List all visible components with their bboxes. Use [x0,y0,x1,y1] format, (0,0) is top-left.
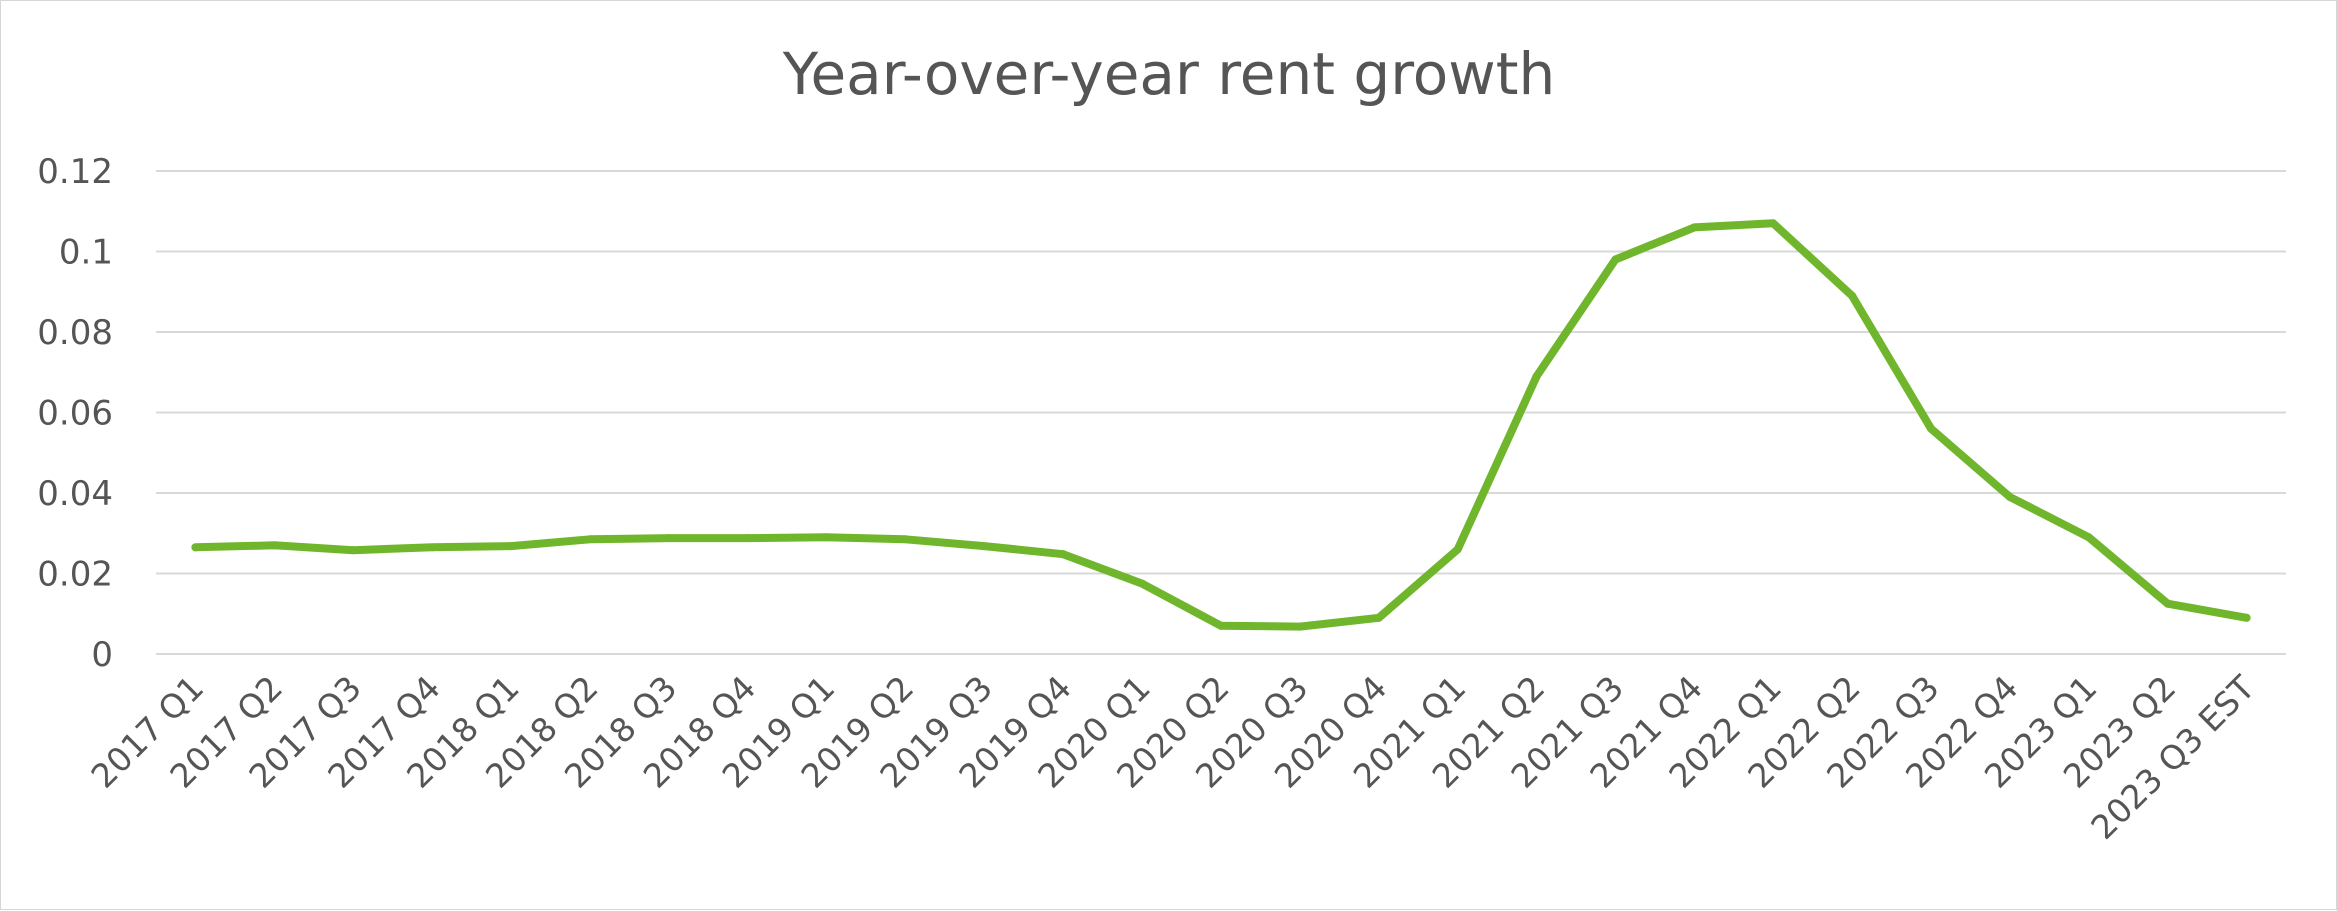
data-point-2023-q3-est [2242,613,2251,622]
data-point-2019-q4 [1059,550,1068,559]
data-point-2022-q2 [1848,291,1857,300]
data-point-2020-q1 [1138,579,1147,588]
data-point-2023-q2 [2163,599,2172,608]
data-point-2019-q3 [980,542,989,551]
data-point-2019-q1 [822,533,831,542]
data-point-2018-q3 [664,534,673,543]
data-point-2020-q4 [1374,613,1383,622]
y-tick-label: 0.04 [37,474,113,514]
data-point-2019-q2 [901,535,910,544]
y-tick-label: 0.12 [37,152,113,192]
series-line [191,219,2251,631]
data-point-2017-q4 [428,543,437,552]
data-point-2021-q4 [1690,223,1699,232]
data-point-2022-q4 [2005,493,2014,502]
gridlines [156,170,2286,655]
data-point-2021-q2 [1532,372,1541,381]
data-point-2017-q2 [270,541,279,550]
data-point-2020-q3 [1295,622,1304,631]
y-tick-label: 0.08 [37,313,113,353]
data-point-2020-q2 [1217,621,1225,630]
data-point-2018-q1 [507,542,515,551]
data-point-2021-q3 [1611,255,1620,264]
chart-title: Year-over-year rent growth [782,40,1555,108]
data-point-2022-q3 [1927,424,1935,433]
y-tick-label: 0.06 [37,394,113,434]
y-tick-label: 0 [91,635,113,675]
y-axis-tick-labels: 0 0.02 0.04 0.06 0.08 0.1 0.12 [37,152,113,675]
y-tick-label: 0.1 [59,233,113,273]
data-point-2023-q1 [2084,533,2093,542]
data-point-2017-q3 [349,546,358,555]
data-point-2021-q1 [1453,545,1462,554]
data-point-2018-q4 [743,534,752,543]
y-tick-label: 0.02 [37,555,113,595]
plot-area [191,219,2251,631]
data-point-2022-q1 [1769,219,1778,228]
data-point-2018-q2 [585,535,594,544]
data-point-2017-q1 [191,543,200,552]
